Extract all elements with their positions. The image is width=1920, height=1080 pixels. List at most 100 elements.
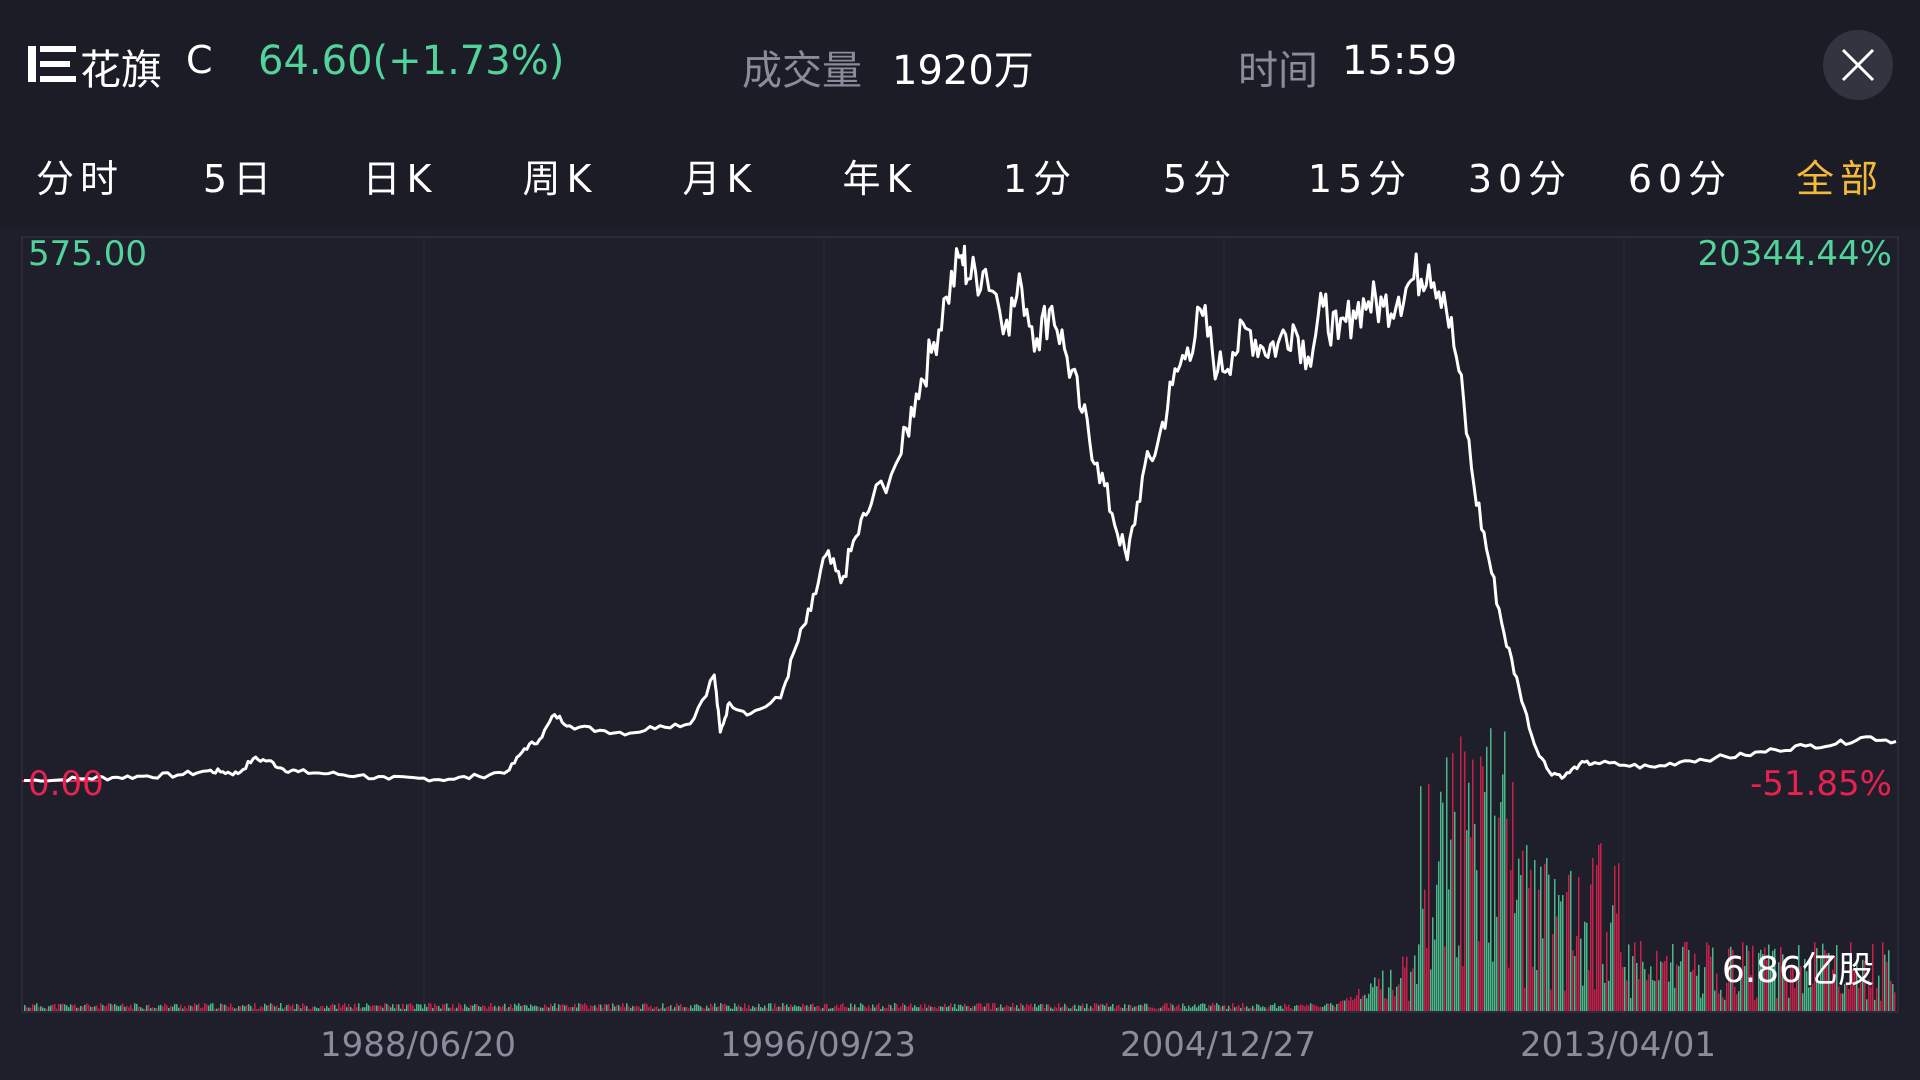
volume-bar [702, 1007, 704, 1011]
volume-bar [66, 1005, 68, 1011]
volume-bar [742, 1008, 744, 1011]
volume-bar [1186, 1008, 1188, 1011]
menu-icon[interactable] [28, 44, 76, 84]
volume-bar [848, 1007, 850, 1011]
volume-bar [1276, 1008, 1278, 1011]
volume-bar [698, 1005, 700, 1011]
volume-bar [1392, 989, 1394, 1011]
volume-bar [1388, 987, 1390, 1011]
volume-bar [1250, 1007, 1252, 1011]
volume-bar [26, 1007, 28, 1011]
volume-bar [1300, 1004, 1302, 1011]
tab-intraday[interactable]: 分时 [35, 157, 124, 201]
price-chart[interactable]: 575.00 20344.44% 0.00 -51.85% 6.86亿股 198… [0, 229, 1920, 1080]
volume-bar [1330, 1003, 1332, 1011]
volume-bar [714, 1003, 716, 1011]
volume-bar [1876, 987, 1878, 1011]
volume-bar [474, 1004, 476, 1011]
volume-bar [780, 1006, 782, 1011]
volume-bar [36, 1003, 38, 1011]
volume-bar [828, 1008, 830, 1011]
tab-monthly-k[interactable]: 月K [682, 157, 758, 201]
volume-bar [460, 1004, 462, 1011]
volume-bar [1630, 998, 1632, 1011]
volume-bar [1538, 889, 1540, 1011]
x-tick-label: 2013/04/01 [1520, 1025, 1716, 1065]
volume-bar [932, 1007, 934, 1011]
close-button[interactable] [1823, 30, 1893, 100]
volume-bar [1636, 962, 1638, 1011]
volume-bar [968, 1006, 970, 1011]
volume-bar [174, 1004, 176, 1011]
volume-bar [1116, 1005, 1118, 1011]
volume-bar [274, 1006, 276, 1011]
volume-bar [608, 1004, 610, 1011]
volume-bar [1458, 945, 1460, 1011]
volume-bar [1840, 993, 1842, 1011]
volume-bar [30, 1007, 32, 1011]
volume-bar [1828, 952, 1830, 1011]
volume-bar [1792, 965, 1794, 1011]
volume-bar [304, 1005, 306, 1011]
volume-bar [1142, 1005, 1144, 1011]
volume-bar [740, 1006, 742, 1011]
volume-bar [1586, 922, 1588, 1011]
tab-60min[interactable]: 60分 [1627, 157, 1733, 201]
volume-bar [676, 1003, 678, 1011]
volume-bar [708, 1008, 710, 1011]
volume-bar [1282, 1008, 1284, 1011]
volume-bar [1768, 944, 1770, 1011]
volume-bar [1658, 980, 1660, 1011]
volume-bar [384, 1003, 386, 1011]
volume-bar [188, 1004, 190, 1011]
volume-bar [1188, 1005, 1190, 1011]
tab-15min[interactable]: 15分 [1307, 157, 1413, 201]
volume-bar [448, 1007, 450, 1011]
volume-bar [1608, 980, 1610, 1011]
volume-bar [764, 1005, 766, 1011]
volume-bar [1856, 960, 1858, 1011]
volume-bar [206, 1004, 208, 1011]
volume-bar [1700, 997, 1702, 1011]
tab-yearly-k[interactable]: 年K [842, 157, 918, 201]
volume-bar [1704, 967, 1706, 1011]
volume-bar [1286, 1006, 1288, 1011]
volume-bar [954, 1004, 956, 1011]
volume-bar [1262, 1006, 1264, 1011]
header-bar: 花旗 C 64.60(+1.73%) 成交量 1920万 时间 15:59 [0, 0, 1920, 129]
volume-bar [1104, 1005, 1106, 1011]
volume-bar [1536, 970, 1538, 1011]
volume-bar [1334, 1006, 1336, 1011]
volume-bar [92, 1006, 94, 1011]
volume-bar [148, 1004, 150, 1011]
volume-bar [1072, 1005, 1074, 1011]
volume-bar [840, 1004, 842, 1011]
volume-bar [958, 1004, 960, 1011]
volume-bar [1788, 997, 1790, 1011]
volume-bar [1102, 1004, 1104, 1011]
tab-1min[interactable]: 1分 [1002, 157, 1078, 201]
volume-bar [1806, 971, 1808, 1011]
volume-bar [1512, 781, 1514, 1011]
volume-bar [1870, 987, 1872, 1011]
volume-bar [326, 1005, 328, 1011]
volume-bar [56, 1008, 58, 1011]
volume-bar [1830, 983, 1832, 1011]
volume-bar [1642, 961, 1644, 1011]
tab-5day[interactable]: 5日 [202, 157, 278, 201]
volume-bar [1396, 986, 1398, 1011]
tab-all[interactable]: 全部 [1795, 157, 1884, 201]
volume-bar [916, 1007, 918, 1011]
volume-bar [1352, 1000, 1354, 1011]
volume-bar [1878, 975, 1880, 1011]
tab-weekly-k[interactable]: 周K [522, 157, 598, 201]
volume-bar [260, 1006, 262, 1011]
tab-5min[interactable]: 5分 [1162, 157, 1238, 201]
volume-bar [568, 1007, 570, 1011]
volume-bar [904, 1004, 906, 1011]
volume-bar [524, 1004, 526, 1011]
volume-bar [760, 1007, 762, 1011]
tab-30min[interactable]: 30分 [1467, 157, 1573, 201]
tab-daily-k[interactable]: 日K [362, 157, 438, 201]
volume-bar [1368, 993, 1370, 1011]
